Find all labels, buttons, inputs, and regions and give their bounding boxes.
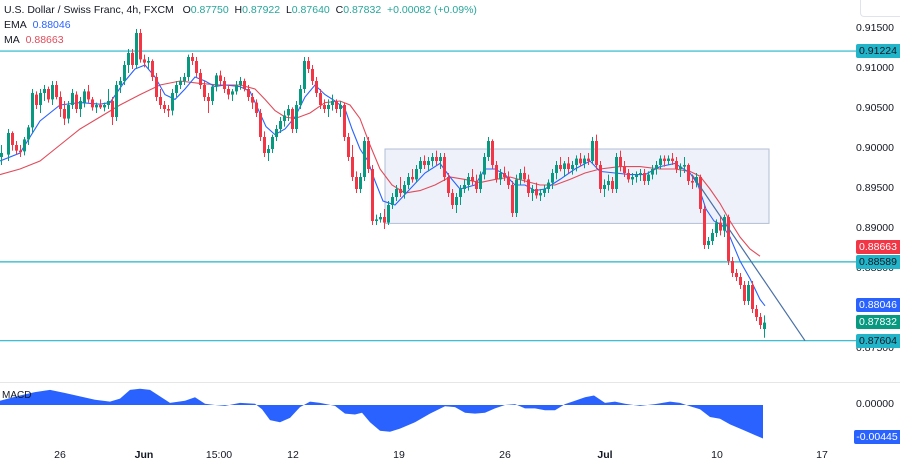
- price-tick: 0.90000: [856, 142, 894, 154]
- symbol-row: U.S. Dollar / Swiss Franc, 4h, FXCM O0.8…: [4, 3, 477, 18]
- low-label: L: [285, 4, 292, 16]
- support-level-tag-2: 0.87604: [856, 334, 900, 348]
- time-tick: 17: [816, 449, 828, 461]
- time-tick: 26: [499, 449, 511, 461]
- ema-label: EMA: [4, 19, 27, 31]
- macd-value-tag: -0.00445: [854, 430, 900, 444]
- macd-zero-tick: 0.00000: [856, 398, 894, 410]
- close-label: C: [335, 4, 344, 16]
- close-value: 0.87832: [343, 4, 382, 16]
- close-price-tag: 0.87832: [856, 315, 900, 329]
- resistance-level-tag: 0.91224: [856, 44, 900, 58]
- ma-label: MA: [4, 34, 20, 46]
- time-tick: 26: [54, 449, 66, 461]
- ma-legend-row[interactable]: MA 0.88663: [4, 33, 477, 48]
- ema-legend-row[interactable]: EMA 0.88046: [4, 18, 477, 33]
- ma-value-tag: 0.88663: [856, 240, 900, 254]
- pane-separator[interactable]: [0, 382, 900, 383]
- time-tick: Jun: [134, 449, 154, 461]
- price-tick: 0.89000: [856, 222, 894, 234]
- chart-legend: U.S. Dollar / Swiss Franc, 4h, FXCM O0.8…: [4, 3, 477, 48]
- open-label: O: [182, 4, 191, 16]
- high-value: 0.87922: [242, 4, 281, 16]
- price-tick: 0.91500: [856, 22, 894, 34]
- change-value: +0.00082 (+0.09%): [387, 4, 477, 16]
- macd-legend-label[interactable]: MACD: [2, 390, 32, 401]
- candlesticks: [0, 29, 766, 338]
- time-tick: 15:00: [205, 449, 233, 461]
- ma-value: 0.88663: [25, 34, 64, 46]
- macd-histogram: [0, 388, 763, 439]
- ma-line: [0, 80, 761, 257]
- trendline: [691, 174, 806, 342]
- support-level-tag: 0.88589: [856, 255, 900, 269]
- price-tick: 0.89500: [856, 182, 894, 194]
- price-tick: 0.91000: [856, 62, 894, 74]
- time-tick: 12: [287, 449, 299, 461]
- symbol-title: U.S. Dollar / Swiss Franc, 4h, FXCM: [4, 4, 174, 16]
- time-tick: Jul: [597, 449, 613, 461]
- high-label: H: [234, 4, 243, 16]
- horizontal-levels: [0, 50, 856, 342]
- price-tick: 0.90500: [856, 102, 894, 114]
- open-value: 0.87750: [190, 4, 229, 16]
- ema-value-tag: 0.88046: [856, 298, 900, 312]
- low-value: 0.87640: [291, 4, 330, 16]
- time-tick: 10: [711, 449, 723, 461]
- ema-value: 0.88046: [32, 19, 71, 31]
- scale-corner-button[interactable]: [860, 0, 900, 17]
- time-tick: 19: [393, 449, 405, 461]
